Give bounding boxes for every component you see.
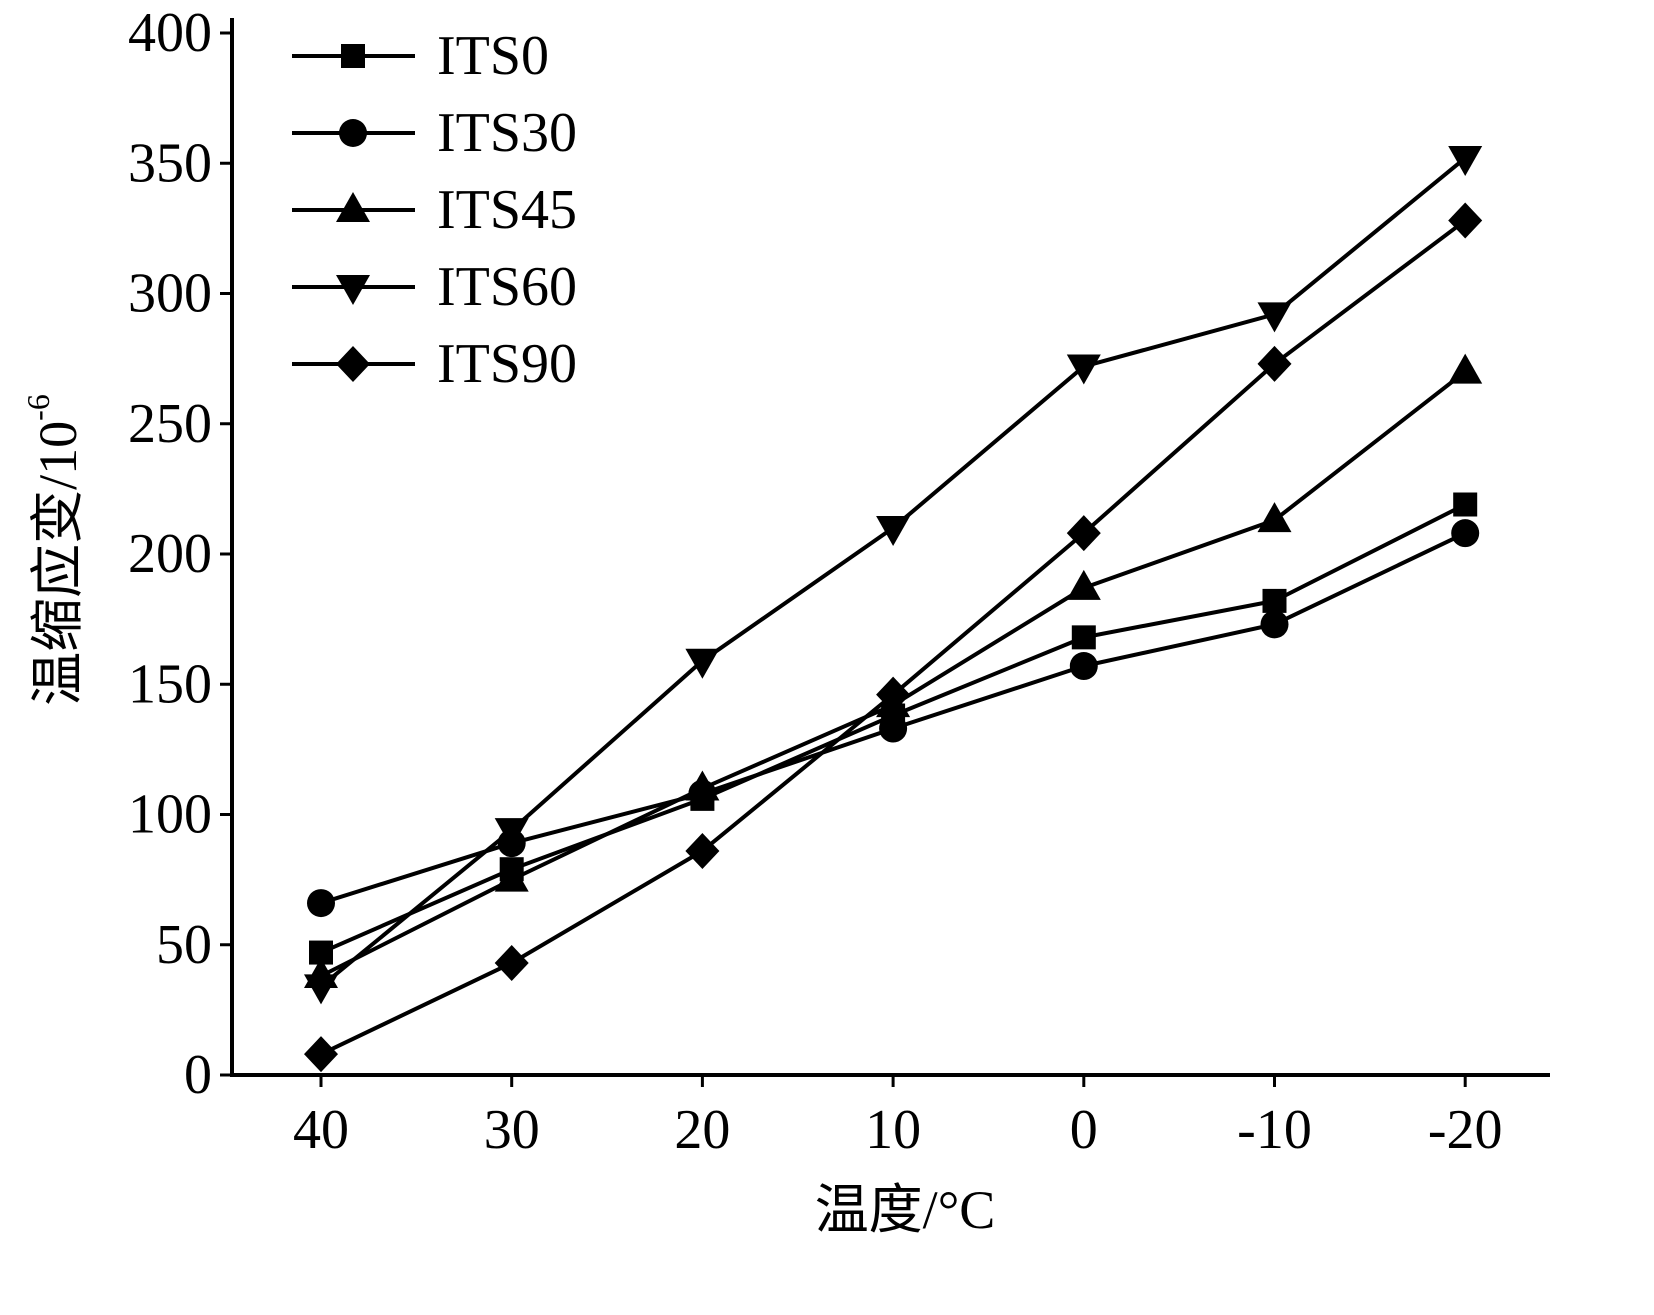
its60-data-point xyxy=(1257,302,1292,333)
legend-item-its45: ITS45 xyxy=(292,179,577,241)
legend-marker-its30 xyxy=(339,119,367,147)
legend-marker-its45 xyxy=(336,192,370,222)
legend-label-its30: ITS30 xyxy=(437,102,577,164)
x-tick-label: 20 xyxy=(674,1099,730,1161)
its45-data-point xyxy=(1448,353,1483,384)
y-tick-label: 50 xyxy=(156,914,212,976)
its0-data-point xyxy=(1262,588,1287,613)
its30-data-point xyxy=(1451,519,1480,548)
its45-data-point xyxy=(494,861,529,892)
legend-marker-its60 xyxy=(336,275,370,305)
x-tick-label: -20 xyxy=(1428,1099,1503,1161)
its60-data-point xyxy=(1066,354,1101,385)
y-axis-label-exponent: -6 xyxy=(20,394,56,421)
its30-series xyxy=(307,519,1480,918)
legend-marker-its90 xyxy=(336,346,370,382)
x-tick-label: -10 xyxy=(1237,1099,1312,1161)
legend-item-its0: ITS0 xyxy=(292,25,549,87)
its45-series xyxy=(304,353,1483,989)
legend: ITS0 ITS30 ITS45 ITS60 ITS90 xyxy=(292,25,577,395)
its60-series xyxy=(304,146,1483,1005)
its0-data-point xyxy=(1071,625,1096,650)
legend-label-its90: ITS90 xyxy=(437,333,577,395)
y-tick-label: 150 xyxy=(128,653,212,715)
its30-data-point xyxy=(879,714,908,743)
y-tick-label: 400 xyxy=(128,2,212,64)
its90-data-point xyxy=(685,832,720,869)
y-axis-label-main: 温缩应变/10 xyxy=(28,421,88,706)
x-tick-label: 30 xyxy=(484,1099,540,1161)
x-axis-label: 温度/°C xyxy=(815,1180,996,1240)
plot-area xyxy=(304,146,1483,1073)
y-tick-label: 300 xyxy=(128,263,212,325)
its90-data-point xyxy=(1448,202,1483,239)
y-tick-label: 350 xyxy=(128,132,212,194)
legend-marker-its0 xyxy=(341,44,365,68)
its60-data-point xyxy=(1448,146,1483,177)
x-tick-label: 10 xyxy=(865,1099,921,1161)
y-tick-label: 200 xyxy=(128,523,212,585)
its60-data-point xyxy=(876,515,911,546)
y-axis-label: 温缩应变/10-6 xyxy=(20,394,88,706)
legend-item-its90: ITS90 xyxy=(292,333,577,395)
its60-data-point xyxy=(494,818,529,849)
y-tick-label: 250 xyxy=(128,393,212,455)
y-tick-label: 0 xyxy=(184,1044,212,1106)
its90-data-point xyxy=(494,944,529,981)
y-tick-label: 100 xyxy=(128,784,212,846)
its45-data-point xyxy=(1066,569,1101,600)
its90-series xyxy=(304,202,1483,1073)
x-tick-label: 40 xyxy=(293,1099,349,1161)
its60-data-point xyxy=(685,648,720,679)
its90-data-point xyxy=(1066,515,1101,552)
its90-data-point xyxy=(304,1036,338,1073)
its30-data-point xyxy=(1069,652,1098,681)
its60-data-point xyxy=(304,974,338,1005)
legend-label-its60: ITS60 xyxy=(437,256,577,318)
its45-data-point xyxy=(1257,502,1292,533)
its0-data-point xyxy=(1453,492,1478,517)
legend-label-its0: ITS0 xyxy=(437,25,549,87)
its45-series-line xyxy=(320,370,1467,978)
legend-item-its30: ITS30 xyxy=(292,102,577,164)
its45-data-point xyxy=(685,770,720,801)
its90-data-point xyxy=(1257,345,1292,382)
its30-data-point xyxy=(1260,610,1289,639)
x-tick-label: 0 xyxy=(1070,1099,1098,1161)
legend-item-its60: ITS60 xyxy=(292,256,577,318)
legend-label-its45: ITS45 xyxy=(437,179,577,241)
its30-data-point xyxy=(307,889,335,918)
its90-data-point xyxy=(876,676,911,713)
